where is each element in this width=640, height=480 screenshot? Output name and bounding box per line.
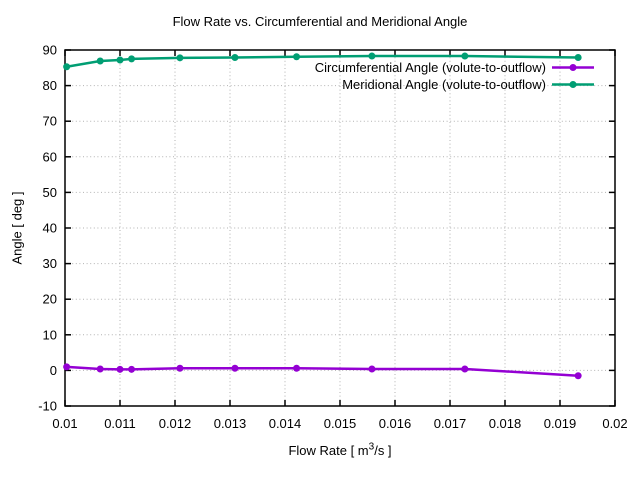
x-tick-label: 0.011 <box>104 416 136 431</box>
x-tick-label: 0.01 <box>52 416 77 431</box>
y-tick-label: 20 <box>43 292 57 307</box>
data-point-meridional-angle-volute-to-outflow <box>368 52 376 60</box>
data-point-meridional-angle-volute-to-outflow <box>96 57 104 65</box>
data-point-meridional-angle-volute-to-outflow <box>461 52 469 60</box>
x-tick-label: 0.014 <box>269 416 302 431</box>
x-tick-label: 0.015 <box>324 416 357 431</box>
x-tick-label: 0.018 <box>489 416 522 431</box>
y-tick-label: 10 <box>43 327 57 342</box>
x-axis-label: Flow Rate [ m3/s ] <box>0 441 640 458</box>
x-tick-label: 0.02 <box>602 416 627 431</box>
series-line-meridional-angle-volute-to-outflow <box>66 54 579 68</box>
legend-sample-point <box>569 64 577 71</box>
x-tick-label: 0.016 <box>379 416 412 431</box>
data-point-meridional-angle-volute-to-outflow <box>574 53 582 61</box>
y-tick-label: 60 <box>43 149 57 164</box>
y-tick-label: 30 <box>43 256 57 271</box>
data-point-circumferential-angle-volute-to-outflow <box>231 364 239 372</box>
y-tick-label: 0 <box>50 363 57 378</box>
data-point-circumferential-angle-volute-to-outflow <box>574 372 582 380</box>
plot-border <box>64 49 616 407</box>
data-point-circumferential-angle-volute-to-outflow <box>96 365 104 373</box>
x-tick-label: 0.017 <box>434 416 467 431</box>
x-axis-label-unit: /s ] <box>374 443 392 458</box>
legend-sample-point <box>569 81 577 88</box>
y-tick-label: 40 <box>43 221 57 236</box>
y-tick-label: 90 <box>43 43 57 58</box>
data-point-circumferential-angle-volute-to-outflow <box>293 364 301 372</box>
x-axis-label-superscript: 3 <box>368 441 375 453</box>
data-point-meridional-angle-volute-to-outflow <box>293 53 301 61</box>
data-point-circumferential-angle-volute-to-outflow <box>128 365 136 373</box>
y-tick-label: 70 <box>43 114 57 129</box>
data-point-circumferential-angle-volute-to-outflow <box>116 365 124 373</box>
data-point-circumferential-angle-volute-to-outflow <box>461 365 469 373</box>
data-point-circumferential-angle-volute-to-outflow <box>176 364 184 372</box>
data-point-meridional-angle-volute-to-outflow <box>231 53 239 61</box>
data-point-meridional-angle-volute-to-outflow <box>128 55 136 63</box>
series-line-circumferential-angle-volute-to-outflow <box>66 365 579 377</box>
y-tick-label: 80 <box>43 78 57 93</box>
data-point-meridional-angle-volute-to-outflow <box>116 56 124 64</box>
data-point-meridional-angle-volute-to-outflow <box>176 54 184 62</box>
y-tick-label: 50 <box>43 185 57 200</box>
data-point-circumferential-angle-volute-to-outflow <box>63 363 71 371</box>
y-tick-label: -10 <box>38 399 57 414</box>
x-tick-label: 0.013 <box>214 416 247 431</box>
x-axis-label-text: Flow Rate [ m <box>288 443 369 458</box>
legend-label-circumferential-angle-volute-to-outflow: Circumferential Angle (volute-to-outflow… <box>315 60 546 75</box>
legend-label-meridional-angle-volute-to-outflow: Meridional Angle (volute-to-outflow) <box>342 77 546 92</box>
data-point-circumferential-angle-volute-to-outflow <box>368 365 376 373</box>
x-tick-label: 0.012 <box>159 416 192 431</box>
chart-title: Flow Rate vs. Circumferential and Meridi… <box>172 14 468 29</box>
x-tick-label: 0.019 <box>544 416 577 431</box>
data-point-meridional-angle-volute-to-outflow <box>63 63 71 71</box>
